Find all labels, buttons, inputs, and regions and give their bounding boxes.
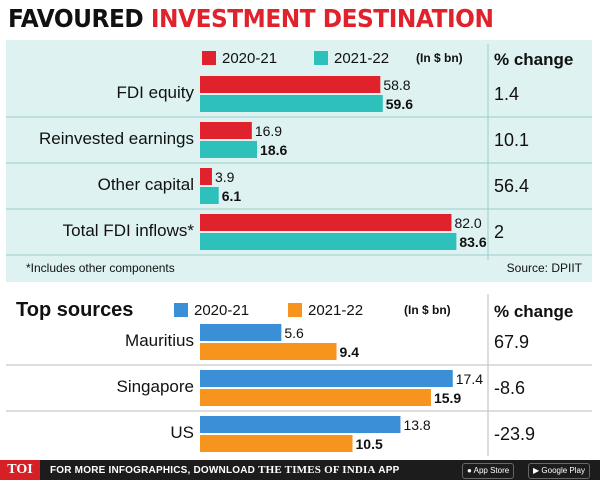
unit-note: (In $ bn) <box>404 303 451 317</box>
data-label-us-2021-22: 10.5 <box>356 436 383 452</box>
top-sources-chart: Top sources 2020-21 2021-22 (In $ bn) % chan… <box>6 294 592 456</box>
category-label-us: US <box>170 423 194 442</box>
data-label-mauritius-2020-21: 5.6 <box>284 325 304 341</box>
unit-note: (In $ bn) <box>416 51 463 65</box>
footer-suffix: APP <box>378 465 400 476</box>
bar-singapore-2021-22 <box>200 389 431 406</box>
bar-total-fdi-inflows-2020-21 <box>200 214 452 231</box>
bar-other-capital-2021-22 <box>200 187 219 204</box>
category-label-fdi-equity: FDI equity <box>117 83 195 102</box>
data-label-total-fdi-inflows-2020-21: 82.0 <box>454 215 481 231</box>
data-label-total-fdi-inflows-2021-22: 83.6 <box>459 234 486 250</box>
page-title: FAVOURED INVESTMENT DESTINATION <box>8 2 494 36</box>
google-play-button[interactable]: ▶ Google Play <box>528 463 590 479</box>
legend-label-2020-21: 2020-21 <box>222 50 277 67</box>
bar-us-2020-21 <box>200 416 401 433</box>
footer-brand: THE TIMES OF INDIA <box>258 464 376 476</box>
data-label-singapore-2021-22: 15.9 <box>434 390 461 406</box>
legend-label-2021-22: 2021-22 <box>308 302 363 319</box>
footnote: *Includes other components <box>26 261 175 275</box>
title-part1: FAVOURED <box>8 4 144 33</box>
legend-swatch-2020-21 <box>174 303 188 317</box>
bar-reinvested-earnings-2020-21 <box>200 122 252 139</box>
toi-logo: TOI <box>0 460 40 480</box>
category-label-singapore: Singapore <box>116 377 194 396</box>
pct-change-mauritius: 67.9 <box>494 332 529 352</box>
top-sources-panel: Top sources 2020-21 2021-22 (In $ bn) % chan… <box>6 288 592 458</box>
data-label-reinvested-earnings-2021-22: 18.6 <box>260 142 287 158</box>
bar-fdi-equity-2020-21 <box>200 76 381 93</box>
pct-change-header: % change <box>494 50 573 69</box>
bar-singapore-2020-21 <box>200 370 453 387</box>
fdi-panel: 2020-21 2021-22 (In $ bn) % change FDI equit… <box>6 40 592 282</box>
pct-change-total-fdi-inflows: 2 <box>494 222 504 242</box>
data-label-reinvested-earnings-2020-21: 16.9 <box>255 123 282 139</box>
category-label-total-fdi-inflows: Total FDI inflows* <box>63 221 195 240</box>
pct-change-fdi-equity: 1.4 <box>494 84 519 104</box>
data-label-fdi-equity-2020-21: 58.8 <box>383 77 410 93</box>
pct-change-header: % change <box>494 302 573 321</box>
legend-swatch-2021-22 <box>288 303 302 317</box>
title-part2: INVESTMENT DESTINATION <box>150 4 494 33</box>
bar-total-fdi-inflows-2021-22 <box>200 233 457 250</box>
bar-other-capital-2020-21 <box>200 168 212 185</box>
bar-reinvested-earnings-2021-22 <box>200 141 258 158</box>
bar-mauritius-2021-22 <box>200 343 337 360</box>
chart-title: Top sources <box>16 299 133 321</box>
legend-label-2021-22: 2021-22 <box>334 50 389 67</box>
pct-change-us: -23.9 <box>494 424 535 444</box>
footer-message: FOR MORE INFOGRAPHICS, DOWNLOAD THE TIME… <box>50 460 399 481</box>
data-label-us-2020-21: 13.8 <box>403 417 430 433</box>
data-label-singapore-2020-21: 17.4 <box>456 371 483 387</box>
footer-bar: TOI FOR MORE INFOGRAPHICS, DOWNLOAD THE … <box>0 460 600 480</box>
category-label-other-capital: Other capital <box>98 175 194 194</box>
legend-swatch-2021-22 <box>314 51 328 65</box>
data-label-other-capital-2021-22: 6.1 <box>222 188 242 204</box>
pct-change-other-capital: 56.4 <box>494 176 529 196</box>
google-play-label: Google Play <box>541 466 585 475</box>
footer-message-text: FOR MORE INFOGRAPHICS, DOWNLOAD <box>50 465 256 476</box>
source-note: Source: DPIIT <box>507 261 583 275</box>
app-store-label: App Store <box>473 466 510 475</box>
app-store-button[interactable]: ● App Store <box>462 463 515 479</box>
data-label-fdi-equity-2021-22: 59.6 <box>386 96 413 112</box>
data-label-other-capital-2020-21: 3.9 <box>215 169 235 185</box>
fdi-chart: 2020-21 2021-22 (In $ bn) % change FDI equit… <box>6 44 592 275</box>
pct-change-singapore: -8.6 <box>494 378 525 398</box>
category-label-mauritius: Mauritius <box>125 331 194 350</box>
apple-icon: ● <box>467 466 472 475</box>
play-icon: ▶ <box>533 466 540 475</box>
data-label-mauritius-2021-22: 9.4 <box>340 344 360 360</box>
bar-fdi-equity-2021-22 <box>200 95 383 112</box>
bar-mauritius-2020-21 <box>200 324 282 341</box>
legend-label-2020-21: 2020-21 <box>194 302 249 319</box>
bar-us-2021-22 <box>200 435 353 452</box>
legend-swatch-2020-21 <box>202 51 216 65</box>
pct-change-reinvested-earnings: 10.1 <box>494 130 529 150</box>
category-label-reinvested-earnings: Reinvested earnings <box>39 129 194 148</box>
